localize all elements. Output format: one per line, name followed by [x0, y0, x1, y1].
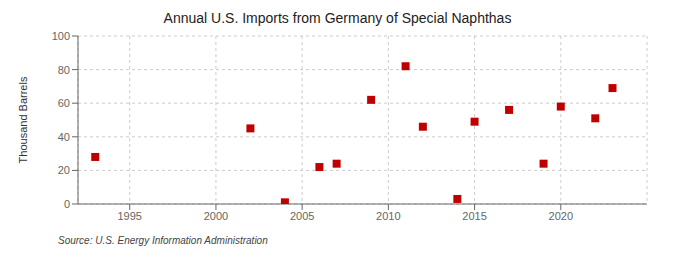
- svg-text:Thousand Barrels: Thousand Barrels: [17, 76, 29, 163]
- svg-text:1995: 1995: [117, 210, 141, 222]
- svg-text:2005: 2005: [290, 210, 314, 222]
- svg-text:100: 100: [52, 30, 70, 42]
- svg-text:0: 0: [64, 198, 70, 210]
- html-text:Source: U.S. Energy Informatio: Source: U.S. Energy Information Administ…: [58, 235, 268, 246]
- svg-text:2020: 2020: [549, 210, 573, 222]
- svg-text:60: 60: [58, 97, 70, 109]
- svg-text:40: 40: [58, 131, 70, 143]
- html-text:Annual U.S. Imports from Germa: Annual U.S. Imports from Germany of Spec…: [163, 10, 512, 26]
- svg-text:2015: 2015: [462, 210, 486, 222]
- svg-text:80: 80: [58, 64, 70, 76]
- svg-text:2000: 2000: [204, 210, 228, 222]
- svg-text:20: 20: [58, 164, 70, 176]
- svg-text:2010: 2010: [376, 210, 400, 222]
